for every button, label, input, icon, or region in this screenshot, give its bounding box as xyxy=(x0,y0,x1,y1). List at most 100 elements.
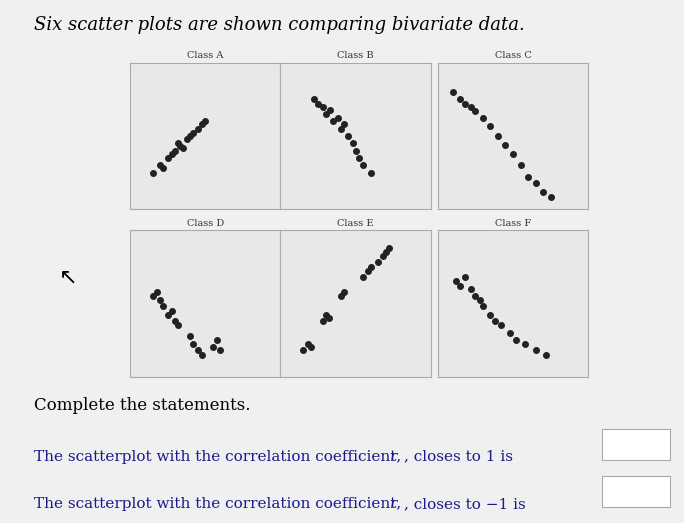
Point xyxy=(192,124,203,133)
Point xyxy=(147,168,158,177)
Point xyxy=(505,328,516,337)
Point xyxy=(167,306,178,315)
Point xyxy=(363,267,373,275)
Text: Class E: Class E xyxy=(337,219,374,228)
Point xyxy=(187,340,198,348)
Text: Six scatter plots are shown comparing bivariate data.: Six scatter plots are shown comparing bi… xyxy=(34,16,525,33)
Point xyxy=(365,263,376,271)
Text: Complete the statements.: Complete the statements. xyxy=(34,397,251,415)
Point xyxy=(353,154,364,162)
Point xyxy=(212,336,223,344)
Point xyxy=(170,146,181,155)
Point xyxy=(475,296,486,304)
Point xyxy=(162,311,173,319)
Point xyxy=(465,285,476,293)
Point xyxy=(185,332,196,340)
Point xyxy=(317,317,328,325)
Text: r: r xyxy=(390,497,397,511)
Point xyxy=(450,277,461,286)
Point xyxy=(455,95,466,104)
Point xyxy=(523,173,534,181)
Point xyxy=(335,124,346,133)
Point xyxy=(465,103,476,111)
Point xyxy=(152,288,163,296)
Point xyxy=(155,296,166,304)
Point xyxy=(192,346,203,355)
Point xyxy=(187,129,198,137)
Point xyxy=(447,88,458,96)
Point xyxy=(460,99,471,108)
Text: r: r xyxy=(390,450,397,464)
Point xyxy=(530,346,541,355)
Point xyxy=(500,141,511,149)
Point xyxy=(383,244,394,252)
Text: The scatterplot with the correlation coefficient,: The scatterplot with the correlation coe… xyxy=(34,497,406,511)
Point xyxy=(174,142,185,151)
Point xyxy=(302,340,313,348)
Point xyxy=(157,164,168,173)
Text: Class C: Class C xyxy=(495,51,531,60)
Point xyxy=(170,317,181,325)
Text: The scatterplot with the correlation coefficient,: The scatterplot with the correlation coe… xyxy=(34,450,406,464)
Text: , closes to 1 is: , closes to 1 is xyxy=(404,450,512,464)
Point xyxy=(320,311,331,319)
Point xyxy=(338,120,349,129)
Point xyxy=(162,154,173,162)
Point xyxy=(538,187,549,196)
Point xyxy=(338,288,349,296)
Point xyxy=(332,114,343,122)
Point xyxy=(157,302,168,311)
Point xyxy=(365,168,376,177)
Point xyxy=(185,132,196,140)
Point xyxy=(177,143,188,152)
Text: ↖: ↖ xyxy=(59,267,78,287)
Point xyxy=(328,117,339,126)
Point xyxy=(313,99,324,108)
Point xyxy=(540,350,551,359)
Point xyxy=(155,161,166,169)
Point xyxy=(335,292,346,300)
Point xyxy=(200,117,211,126)
Text: Class D: Class D xyxy=(187,219,224,228)
Point xyxy=(147,292,158,300)
Point xyxy=(460,273,471,281)
Point xyxy=(455,281,466,290)
Point xyxy=(172,321,183,329)
Point xyxy=(492,132,503,140)
Text: Class B: Class B xyxy=(337,51,374,60)
Point xyxy=(207,343,218,351)
Point xyxy=(197,350,208,359)
Point xyxy=(358,161,369,169)
Point xyxy=(545,194,556,202)
Point xyxy=(470,107,481,115)
Point xyxy=(323,314,334,322)
Point xyxy=(508,150,518,158)
Point xyxy=(530,179,541,187)
Point xyxy=(215,346,226,355)
Point xyxy=(350,146,361,155)
Text: , closes to −1 is: , closes to −1 is xyxy=(404,497,525,511)
Point xyxy=(320,110,331,118)
Point xyxy=(520,340,531,348)
Point xyxy=(477,302,488,311)
Point xyxy=(378,252,389,260)
Point xyxy=(477,114,488,122)
Point xyxy=(373,258,384,267)
Text: Class A: Class A xyxy=(187,51,224,60)
Point xyxy=(485,311,496,319)
Point xyxy=(325,106,336,114)
Point xyxy=(515,161,526,169)
Point xyxy=(182,135,193,143)
Point xyxy=(317,103,328,111)
Point xyxy=(305,343,316,351)
Point xyxy=(380,248,391,256)
Point xyxy=(347,139,358,147)
Point xyxy=(510,336,521,344)
Text: Class F: Class F xyxy=(495,219,531,228)
Point xyxy=(343,132,354,140)
Point xyxy=(358,273,369,281)
Point xyxy=(167,150,178,158)
Point xyxy=(197,120,208,129)
Point xyxy=(495,321,506,329)
Point xyxy=(470,292,481,300)
